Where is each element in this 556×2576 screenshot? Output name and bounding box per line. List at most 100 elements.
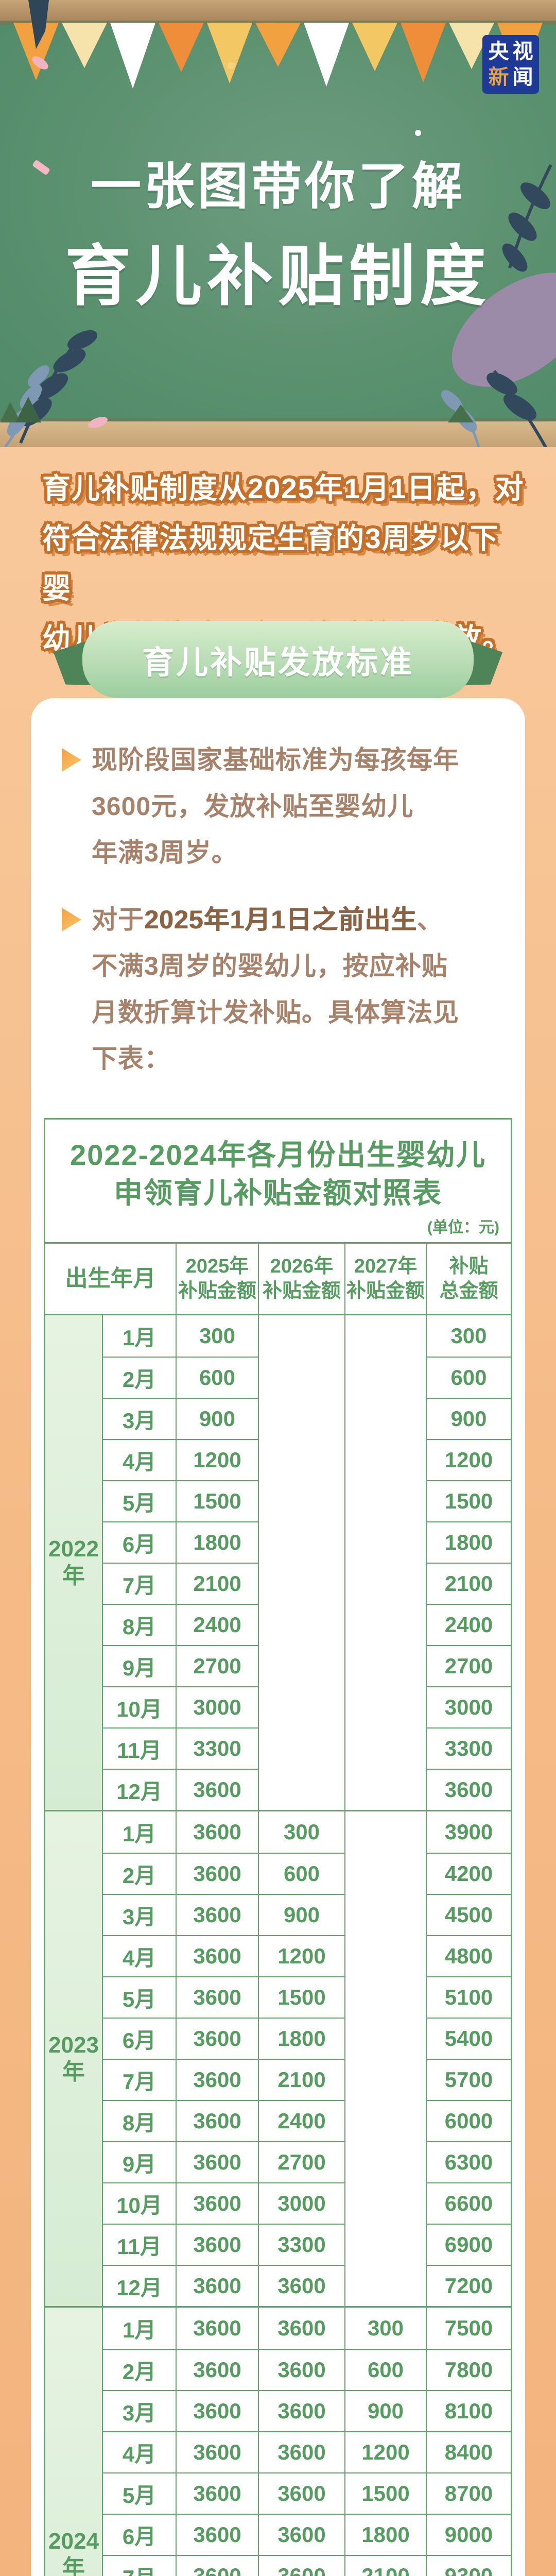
table-cell: 1200 (176, 1439, 258, 1480)
table-cell: 1月 (102, 2308, 176, 2349)
table-cell: 3600 (176, 2349, 258, 2390)
table-cell: 3600 (176, 2141, 258, 2182)
standards-bullet-1-text: 现阶段国家基础标准为每孩每年 3600元，发放补贴至婴幼儿 年满3周岁。 (92, 737, 459, 876)
table-cell: 8700 (426, 2472, 511, 2514)
table-cell: 4500 (426, 1894, 511, 1935)
table-cell: 1800 (344, 2514, 426, 2555)
section-title-standards: 育儿补贴发放标准 (82, 621, 474, 698)
table-cell: 7500 (426, 2308, 511, 2349)
confetti-yellow (228, 62, 235, 69)
bullet1-line: 年满3周岁。 (92, 838, 238, 867)
table-merged-empty-cell (258, 1315, 344, 1810)
table-cell: 6月 (102, 2018, 176, 2059)
table-cell: 3600 (258, 2555, 344, 2576)
table-title: 2022-2024年各月份出生婴幼儿 申领育儿补贴金额对照表 (45, 1120, 511, 1212)
table-cell: 1800 (426, 1521, 511, 1563)
table-cell: 3600 (176, 1894, 258, 1935)
table-column-header: 2025年 补贴金额 (176, 1244, 258, 1314)
table-cell: 7月 (102, 2059, 176, 2100)
year-label-cell: 2022 年 (45, 1315, 102, 1810)
table-cell: 9月 (102, 2141, 176, 2182)
table-cell: 3300 (176, 1727, 258, 1769)
table-cell: 2月 (102, 1853, 176, 1894)
table-column-header: 出生年月 (65, 1266, 156, 1291)
table-cell: 2400 (426, 1604, 511, 1645)
table-cell: 3月 (102, 1894, 176, 1935)
table-cell: 3600 (176, 2555, 258, 2576)
table-cell: 1500 (176, 1480, 258, 1521)
intro-line: 育儿补贴制度从2025年1月1日起，对 (42, 472, 525, 504)
table-cell: 3600 (176, 2100, 258, 2141)
frame-bottom-shadow (0, 418, 556, 422)
table-cell: 1800 (258, 2018, 344, 2059)
table-cell: 9300 (426, 2555, 511, 2576)
header-banner: 央 视 新 闻 一张图带你了解 育儿补贴制度 (0, 0, 556, 447)
table-cell: 4月 (102, 2431, 176, 2472)
table-cell: 3600 (258, 2472, 344, 2514)
table-cell: 5月 (102, 1480, 176, 1521)
table-header-row: 出生年月 2025年 补贴金额 2026年 补贴金额 2027年 补贴金额 补贴 总金额 (45, 1242, 511, 1315)
intro-line: 符合法律法规规定生育的3周岁以下婴 (42, 522, 499, 604)
table-cell: 3600 (258, 2265, 344, 2306)
table-cell: 2月 (102, 2349, 176, 2390)
standards-bullet-2: 对于2025年1月1日之前出生、 不满3周岁的婴幼儿，按应补贴 月数折算计发补贴。… (62, 896, 494, 1082)
table-cell: 3600 (258, 2349, 344, 2390)
table-cell: 3600 (176, 2059, 258, 2100)
table-cell: 3600 (258, 2514, 344, 2555)
standards-bullet-2-text: 对于2025年1月1日之前出生、 不满3周岁的婴幼儿，按应补贴 月数折算计发补贴。… (92, 896, 459, 1082)
table-cell: 600 (176, 1357, 258, 1398)
table-cell: 6600 (426, 2182, 511, 2224)
table-cell: 10月 (102, 1686, 176, 1727)
table-cell: 3600 (176, 2390, 258, 2431)
table-cell: 4800 (426, 1935, 511, 1976)
table-cell: 1200 (344, 2431, 426, 2472)
table-cell: 3000 (176, 1686, 258, 1727)
table-column-header: 2026年 补贴金额 (258, 1244, 344, 1314)
table-cell: 2400 (258, 2100, 344, 2141)
table-year-section: 2022 年 1月 300 300 2月 600 600 3月 900 900 4月 1200 1200 5… (45, 1315, 511, 1810)
triangle-bullet-icon (62, 748, 81, 772)
table-cell: 4月 (102, 1439, 176, 1480)
table-cell: 7800 (426, 2349, 511, 2390)
section-ribbon-standards: 育儿补贴发放标准 (82, 621, 474, 698)
logo-char: 闻 (512, 66, 533, 89)
table-cell: 600 (344, 2349, 426, 2390)
table-cell: 7月 (102, 2555, 176, 2576)
table-cell: 3600 (258, 2308, 344, 2349)
table-cell: 3600 (176, 2018, 258, 2059)
standards-bullet-1: 现阶段国家基础标准为每孩每年 3600元，发放补贴至婴幼儿 年满3周岁。 (62, 737, 494, 876)
table-cell: 600 (426, 1357, 511, 1398)
year-label-cell: 2024 年 (45, 2308, 102, 2576)
subsidy-table: 2022-2024年各月份出生婴幼儿 申领育儿补贴金额对照表 (单位：元) 出生… (44, 1118, 512, 2576)
table-cell: 11月 (102, 1727, 176, 1769)
triangle-bullet-icon (62, 908, 81, 931)
table-merged-empty-cell (344, 1811, 426, 2306)
table-cell: 5400 (426, 2018, 511, 2059)
table-cell: 7200 (426, 2265, 511, 2306)
table-cell: 6900 (426, 2224, 511, 2265)
table-cell: 3300 (426, 1727, 511, 1769)
table-cell: 300 (176, 1315, 258, 1357)
table-merged-empty-cell (344, 1315, 426, 1810)
year-label-cell: 2023 年 (45, 1811, 102, 2306)
table-cell: 1200 (426, 1439, 511, 1480)
bullet1-line: 3600元，发放补贴至婴幼儿 (92, 792, 414, 821)
table-cell: 5700 (426, 2059, 511, 2100)
bullet2-line: 月数折算计发补贴。具体算法见 (92, 998, 459, 1027)
table-title-line1: 2022-2024年各月份出生婴幼儿 (70, 1139, 486, 1171)
frame-top-bar (0, 0, 556, 21)
table-cell: 2100 (426, 1563, 511, 1604)
bullet2-strong-date: 2025年1月1日之前出生 (144, 905, 417, 934)
table-cell: 3600 (176, 2472, 258, 2514)
table-cell: 3600 (258, 2390, 344, 2431)
table-cell: 3600 (176, 1853, 258, 1894)
table-column-header: 2027年 补贴金额 (344, 1244, 426, 1314)
table-cell: 3600 (176, 2308, 258, 2349)
logo-char: 视 (512, 40, 533, 63)
bullet2-line1: 对于2025年1月1日之前出生、 (92, 905, 443, 934)
table-cell: 3月 (102, 1398, 176, 1439)
table-cell: 3月 (102, 2390, 176, 2431)
table-cell: 2700 (426, 1645, 511, 1686)
poster-title-line2: 育儿补贴制度 (64, 240, 491, 313)
table-year-section: 2023 年 1月 3600 300 3900 2月 3600 600 4200 3月 3600 900… (45, 1810, 511, 2306)
